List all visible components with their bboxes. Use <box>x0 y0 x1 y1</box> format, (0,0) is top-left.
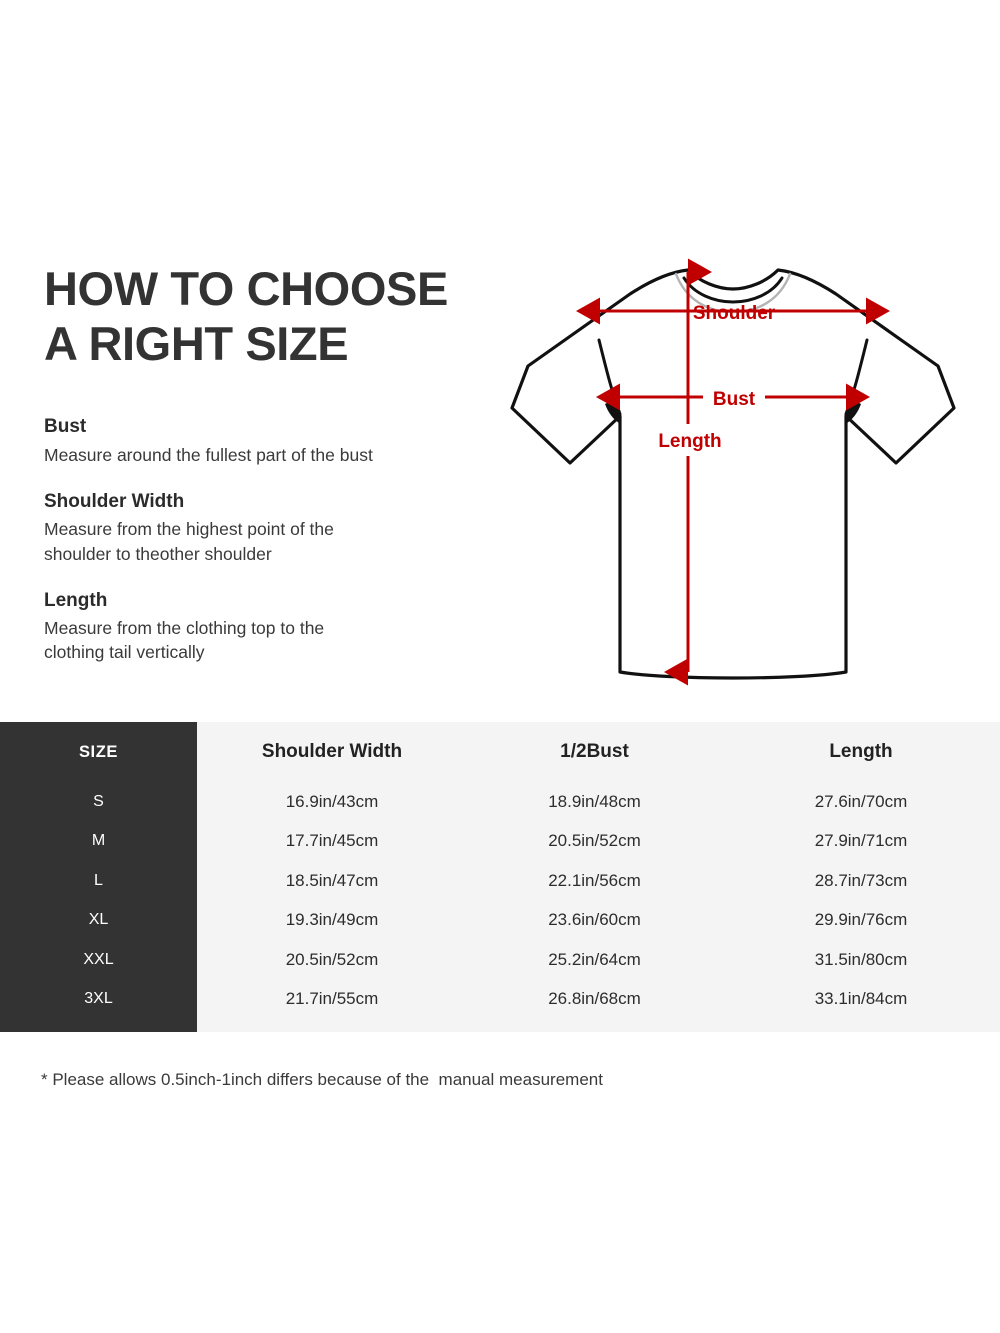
cell-size: XXL <box>83 950 114 968</box>
cell-size: L <box>94 871 103 889</box>
cell-shoulder-width: 17.7in/45cm <box>285 831 379 851</box>
page-title: HOW TO CHOOSE A RIGHT SIZE <box>44 262 448 370</box>
cell-length: 31.5in/80cm <box>814 949 908 969</box>
bust-label: Bust <box>713 389 756 410</box>
cell-shoulder-width: 19.3in/49cm <box>285 910 379 930</box>
cell-half-bust: 22.1in/56cm <box>548 870 641 890</box>
cell-shoulder-width: 18.5in/47cm <box>285 870 379 890</box>
table-row: S 16.9in/43cm 18.9in/48cm 27.6in/70cm <box>0 782 1000 822</box>
cell-length: 29.9in/76cm <box>814 910 908 930</box>
tshirt-diagram: Shoulder Bust Length <box>498 248 968 688</box>
cell-half-bust: 23.6in/60cm <box>548 910 641 930</box>
size-column-background <box>0 722 197 1032</box>
shoulder-label: Shoulder <box>693 303 776 324</box>
cell-size: 3XL <box>84 990 113 1008</box>
definition-description: Measure from the highest point of the sh… <box>44 519 334 564</box>
definition-term: Length <box>44 589 108 611</box>
measurement-disclaimer: * Please allows 0.5inch-1inch differs be… <box>41 1070 603 1089</box>
measurement-guide: HOW TO CHOOSE A RIGHT SIZE Bust Measure … <box>44 262 514 665</box>
table-row: XXL 20.5in/52cm 25.2in/64cm 31.5in/80cm <box>0 940 1000 980</box>
cell-length: 28.7in/73cm <box>814 870 908 890</box>
cell-half-bust: 26.8in/68cm <box>548 989 641 1009</box>
cell-shoulder-width: 20.5in/52cm <box>285 949 379 969</box>
table-row: M 17.7in/45cm 20.5in/52cm 27.9in/71cm <box>0 822 1000 862</box>
column-header-size: SIZE <box>78 742 119 761</box>
cell-half-bust: 25.2in/64cm <box>548 949 641 969</box>
cell-shoulder-width: 21.7in/55cm <box>285 989 379 1009</box>
cell-length: 27.6in/70cm <box>814 791 908 811</box>
size-table-container: SIZE Shoulder Width 1/2Bust Length S 16.… <box>0 722 1000 1032</box>
cell-size: M <box>91 832 106 850</box>
table-row: XL 19.3in/49cm 23.6in/60cm 29.9in/76cm <box>0 901 1000 941</box>
tshirt-outline-icon <box>510 268 956 680</box>
table-row: L 18.5in/47cm 22.1in/56cm 28.7in/73cm <box>0 861 1000 901</box>
table-header-row: SIZE Shoulder Width 1/2Bust Length <box>0 722 1000 782</box>
definition-list: Bust Measure around the fullest part of … <box>44 414 514 665</box>
table-body: S 16.9in/43cm 18.9in/48cm 27.6in/70cm M … <box>0 782 1000 1019</box>
cell-size: XL <box>88 911 109 929</box>
column-header-half-bust: 1/2Bust <box>560 741 629 762</box>
column-header-length: Length <box>829 741 893 762</box>
definition-item-bust: Bust Measure around the fullest part of … <box>44 414 514 467</box>
cell-size: S <box>93 792 104 810</box>
size-table: SIZE Shoulder Width 1/2Bust Length S 16.… <box>0 722 1000 1019</box>
cell-shoulder-width: 16.9in/43cm <box>285 791 379 811</box>
definition-description: Measure from the clothing top to the clo… <box>44 618 325 663</box>
table-header: SIZE Shoulder Width 1/2Bust Length <box>0 722 1000 782</box>
cell-half-bust: 20.5in/52cm <box>548 831 641 851</box>
cell-length: 33.1in/84cm <box>814 989 908 1009</box>
definition-term: Bust <box>44 415 87 437</box>
cell-length: 27.9in/71cm <box>814 831 908 851</box>
length-label: Length <box>658 431 721 452</box>
definition-item-shoulder-width: Shoulder Width Measure from the highest … <box>44 489 514 566</box>
definition-term: Shoulder Width <box>44 490 185 512</box>
definition-description: Measure around the fullest part of the b… <box>44 444 373 465</box>
cell-half-bust: 18.9in/48cm <box>548 791 641 811</box>
definition-item-length: Length Measure from the clothing top to … <box>44 588 514 665</box>
column-header-shoulder-width: Shoulder Width <box>261 741 403 762</box>
table-row: 3XL 21.7in/55cm 26.8in/68cm 33.1in/84cm <box>0 980 1000 1020</box>
